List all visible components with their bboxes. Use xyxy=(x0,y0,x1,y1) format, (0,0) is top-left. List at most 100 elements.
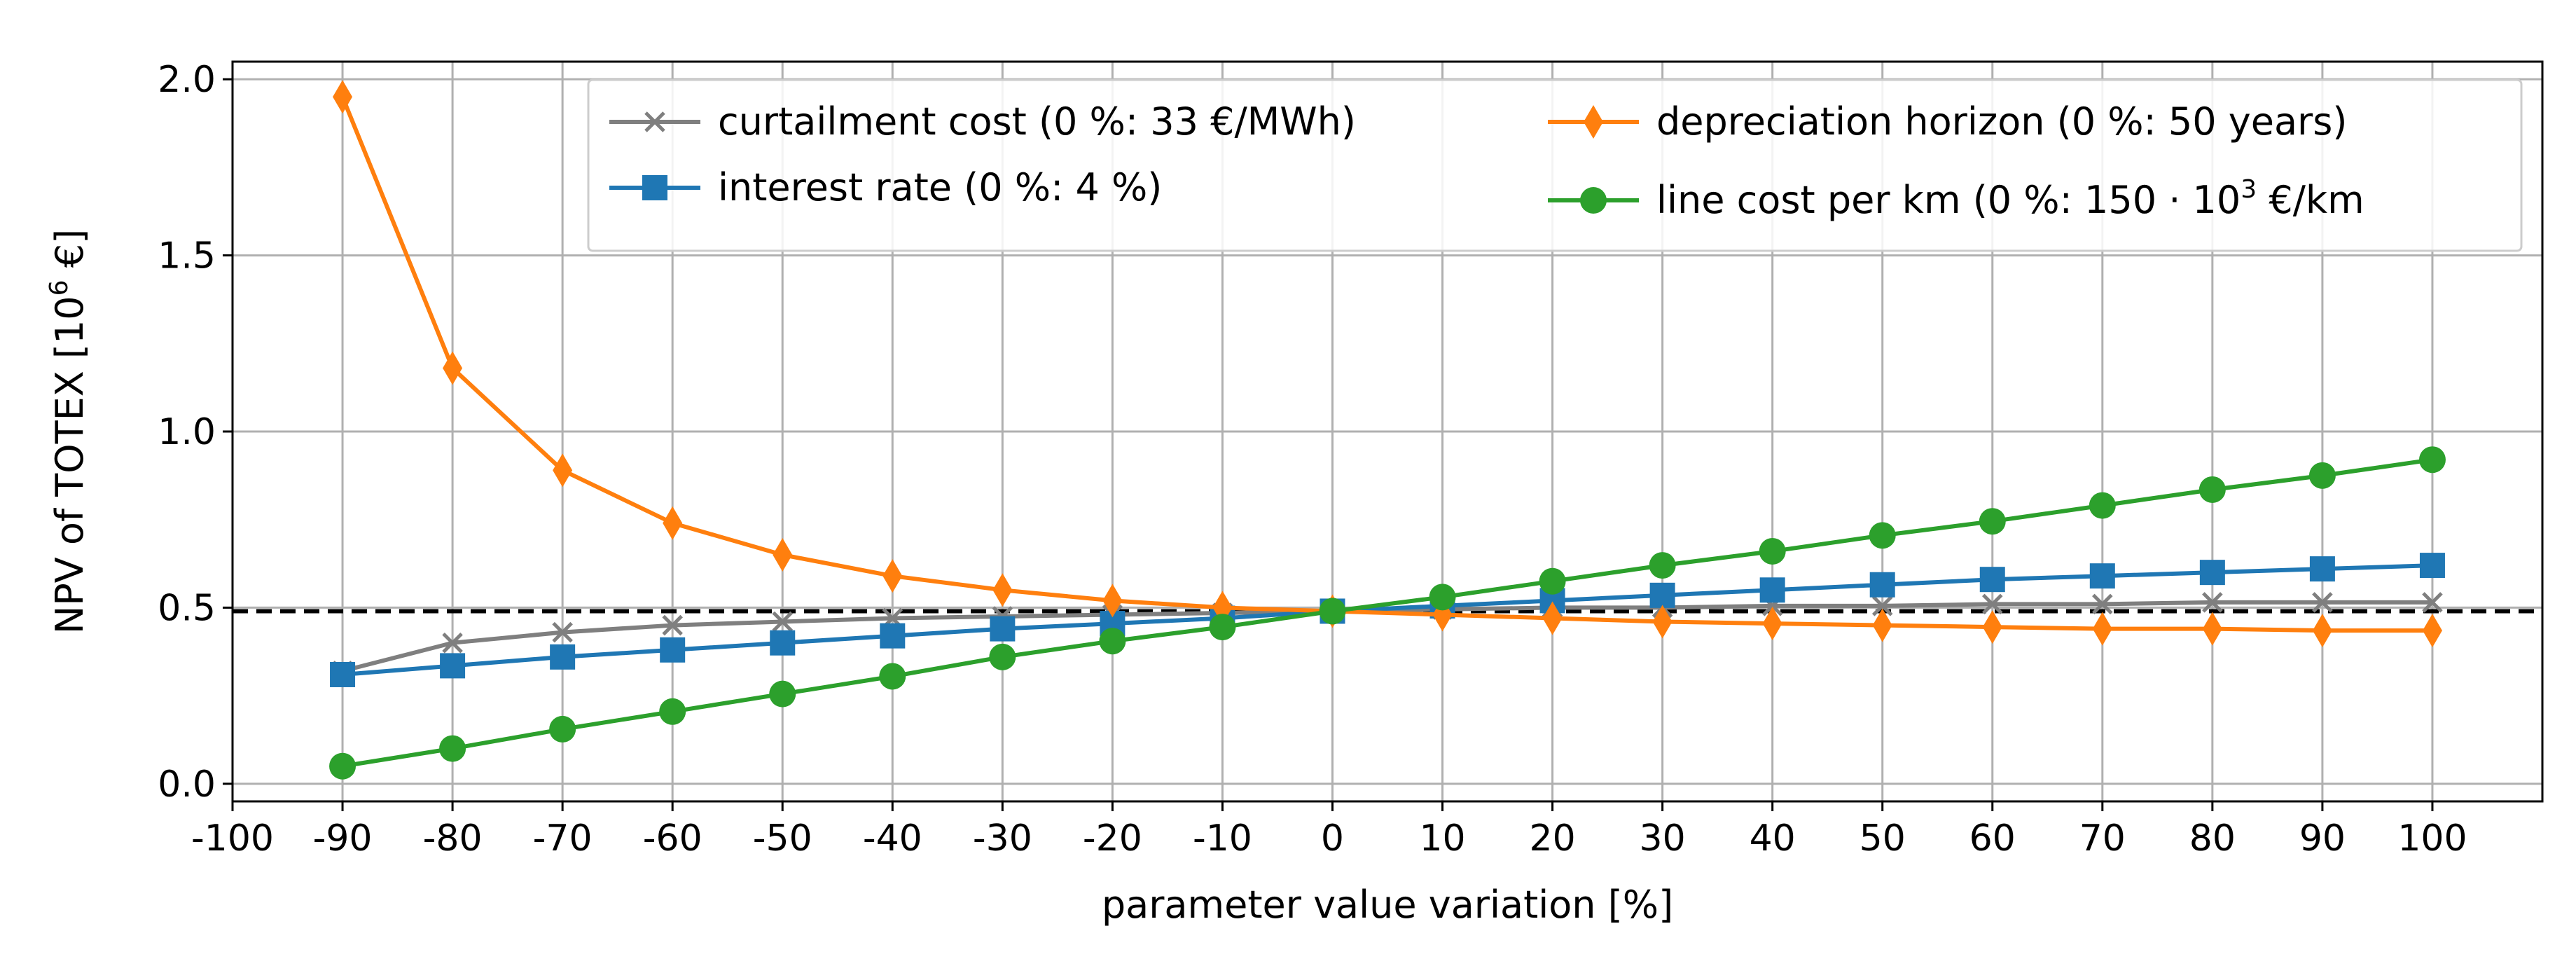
series-line-cost-per-km xyxy=(329,446,2446,780)
x-tick-label: 10 xyxy=(1419,817,1465,860)
data-point-depreciation-horizon xyxy=(773,538,793,572)
x-tick-label: -90 xyxy=(313,817,373,860)
legend-entry-interest-rate: interest rate (0 %: 4 %) xyxy=(609,165,1162,209)
data-point-depreciation-horizon xyxy=(1542,601,1563,635)
data-point-depreciation-horizon xyxy=(992,573,1013,607)
x-tick-label: -100 xyxy=(191,817,274,860)
data-point-curtailment-cost xyxy=(662,614,683,636)
x-tick-label: 60 xyxy=(1969,817,2016,860)
legend-label-main: depreciation horizon (0 %: 50 years) xyxy=(1656,99,2347,144)
legend-box xyxy=(587,78,2523,252)
data-point-interest-rate xyxy=(2089,563,2115,589)
x-tick-label: 20 xyxy=(1529,817,1575,860)
data-point-line-cost-per-km xyxy=(1099,628,1126,655)
data-point-line-cost-per-km xyxy=(1209,614,1236,641)
data-point-depreciation-horizon xyxy=(1652,605,1673,639)
data-point-interest-rate xyxy=(990,616,1016,642)
legend-marker-curtailment-cost xyxy=(644,111,665,132)
data-point-depreciation-horizon xyxy=(1102,584,1123,618)
x-tick-label: -50 xyxy=(753,817,812,860)
legend-label-curtailment-cost: curtailment cost (0 %: 33 €/MWh) xyxy=(718,99,1356,144)
y-axis-title-main: NPV of TOTEX [10 xyxy=(48,296,92,634)
x-tick-label: -80 xyxy=(423,817,483,860)
series-line-line-cost-per-km xyxy=(342,457,2433,768)
data-point-line-cost-per-km xyxy=(1869,522,1896,549)
data-point-line-cost-per-km xyxy=(879,663,906,690)
y-tick-label: 0.0 xyxy=(158,764,216,806)
data-point-depreciation-horizon xyxy=(1762,607,1782,641)
legend-marker-line-cost-per-km xyxy=(1580,187,1607,214)
data-point-depreciation-horizon xyxy=(2202,612,2222,646)
data-point-depreciation-horizon xyxy=(2092,612,2112,646)
legend-entry-depreciation-horizon: depreciation horizon (0 %: 50 years) xyxy=(1548,99,2347,144)
legend-marker-depreciation-horizon xyxy=(1584,105,1603,139)
data-point-interest-rate xyxy=(2199,560,2225,586)
data-point-curtailment-cost xyxy=(772,611,794,633)
legend-marker-interest-rate xyxy=(642,175,667,200)
x-tick-label: -40 xyxy=(863,817,922,860)
data-point-line-cost-per-km xyxy=(2089,492,2116,519)
data-point-line-cost-per-km xyxy=(2418,446,2446,474)
legend-label-line-cost-per-km: line cost per km (0 %: 150 · 103 €/km xyxy=(1656,175,2364,222)
data-point-depreciation-horizon xyxy=(882,559,903,593)
data-point-line-cost-per-km xyxy=(1319,598,1346,625)
data-point-interest-rate xyxy=(1649,582,1675,608)
data-point-line-cost-per-km xyxy=(659,698,686,725)
legend-label-main: interest rate (0 %: 4 %) xyxy=(718,165,1162,209)
data-point-curtailment-cost xyxy=(2422,592,2443,613)
data-point-line-cost-per-km xyxy=(1979,508,2006,535)
data-point-line-cost-per-km xyxy=(1539,567,1566,595)
y-axis-title: NPV of TOTEX [106 €] xyxy=(45,229,92,634)
data-point-line-cost-per-km xyxy=(329,752,356,780)
legend: curtailment cost (0 %: 33 €/MWh) interest… xyxy=(587,78,2523,252)
legend-label-depreciation-horizon: depreciation horizon (0 %: 50 years) xyxy=(1656,99,2347,144)
data-point-line-cost-per-km xyxy=(1759,537,1786,565)
series-group xyxy=(329,80,2446,780)
data-point-depreciation-horizon xyxy=(2312,614,2332,648)
y-axis-ticks: 0.0 0.5 1.0 1.5 2.0 xyxy=(158,59,233,806)
data-point-curtailment-cost xyxy=(1871,595,1893,616)
x-tick-label: 50 xyxy=(1860,817,1906,860)
x-tick-label: 0 xyxy=(1321,817,1344,860)
data-point-interest-rate xyxy=(1869,572,1895,598)
data-point-curtailment-cost xyxy=(552,621,573,643)
data-point-line-cost-per-km xyxy=(989,643,1016,670)
data-point-curtailment-cost xyxy=(2092,593,2113,615)
x-axis-ticks: -100 -90 -80 -70 -60 -50 -40 -30 -20 -10 0 10 20 30 40… xyxy=(191,801,2467,860)
data-point-interest-rate xyxy=(330,661,356,687)
y-tick-label: 1.0 xyxy=(158,411,216,453)
legend-entry-curtailment-cost: curtailment cost (0 %: 33 €/MWh) xyxy=(609,99,1356,144)
data-point-interest-rate xyxy=(2419,553,2445,579)
data-point-line-cost-per-km xyxy=(2198,476,2226,503)
legend-label-interest-rate: interest rate (0 %: 4 %) xyxy=(718,165,1162,209)
y-tick-label: 0.5 xyxy=(158,587,216,629)
data-point-line-cost-per-km xyxy=(1429,584,1456,611)
data-point-depreciation-horizon xyxy=(2422,614,2442,648)
data-point-depreciation-horizon xyxy=(663,506,683,540)
x-tick-label: 70 xyxy=(2079,817,2126,860)
x-tick-label: -20 xyxy=(1083,817,1142,860)
data-point-curtailment-cost xyxy=(2202,592,2223,613)
x-tick-label: 30 xyxy=(1640,817,1686,860)
x-tick-label: 80 xyxy=(2189,817,2236,860)
data-point-curtailment-cost xyxy=(442,632,463,654)
data-point-interest-rate xyxy=(660,637,686,663)
data-point-line-cost-per-km xyxy=(1649,552,1676,579)
data-point-depreciation-horizon xyxy=(333,80,353,114)
data-point-interest-rate xyxy=(2309,556,2335,582)
legend-label-tail: €/km xyxy=(2257,178,2364,222)
data-point-depreciation-horizon xyxy=(1872,608,1892,642)
data-point-depreciation-horizon xyxy=(553,453,573,488)
data-point-depreciation-horizon xyxy=(443,351,463,385)
legend-label-superscript: 3 xyxy=(2241,175,2257,204)
x-tick-label: 40 xyxy=(1750,817,1796,860)
y-axis-title-superscript: 6 xyxy=(45,280,74,296)
series-line-depreciation-horizon xyxy=(340,96,2432,633)
x-tick-label: -70 xyxy=(533,817,593,860)
data-point-interest-rate xyxy=(440,653,466,679)
data-point-interest-rate xyxy=(550,644,576,670)
y-tick-label: 2.0 xyxy=(158,59,216,101)
data-point-interest-rate xyxy=(1759,577,1785,603)
data-point-curtailment-cost xyxy=(1981,593,2003,615)
x-tick-label: -30 xyxy=(973,817,1032,860)
